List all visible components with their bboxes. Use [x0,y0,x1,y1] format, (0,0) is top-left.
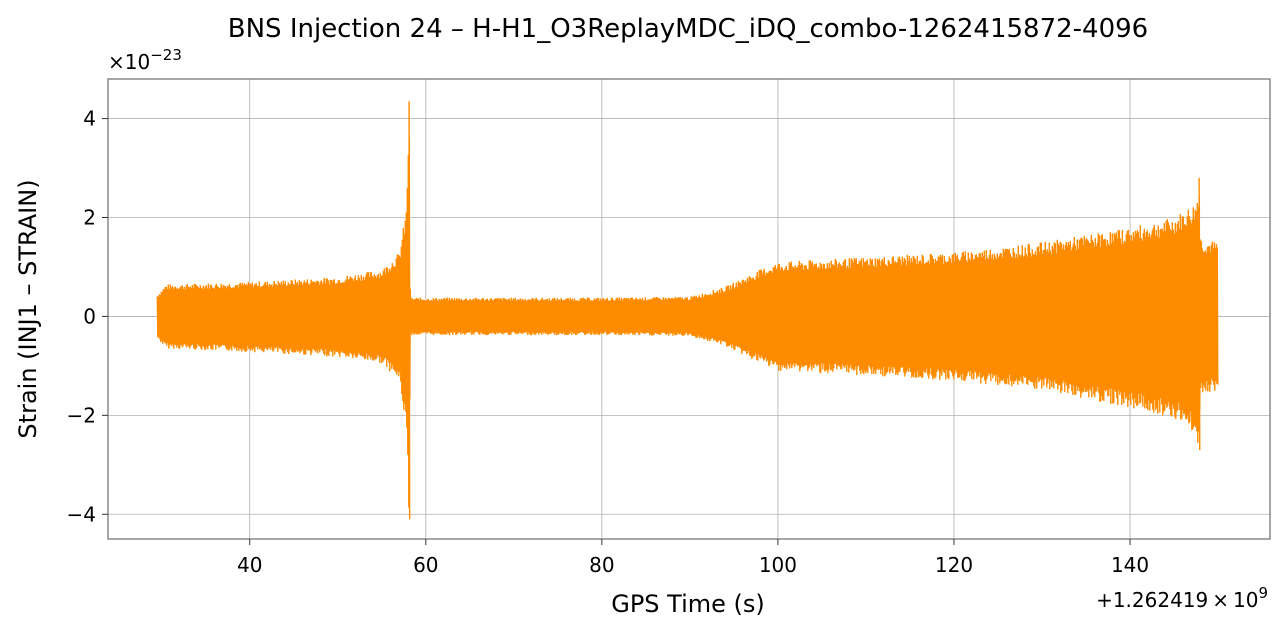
x-offset-base: +1.262419 × 10 [1096,588,1258,612]
series-group [156,101,1219,520]
y-tick-label: −4 [67,502,96,526]
x-tick-label: 120 [935,553,973,577]
y-axis: −4 −2 0 2 4 [67,107,108,526]
x-offset-label: +1.262419 × 109 [1096,584,1268,612]
y-scale-exponent: −23 [150,46,182,64]
y-scale-label: ×10−23 [108,46,182,74]
y-axis-label: Strain (INJ1 – STRAIN) [14,179,42,438]
y-tick-label: 4 [83,107,96,131]
x-offset-exponent: 9 [1258,584,1268,602]
y-tick-label: −2 [67,403,96,427]
x-tick-label: 60 [413,553,438,577]
x-axis: 40 60 80 100 120 140 [237,539,1149,577]
chart-title: BNS Injection 24 – H-H1_O3ReplayMDC_iDQ_… [228,14,1148,44]
x-axis-label: GPS Time (s) [611,590,765,618]
x-tick-label: 80 [589,553,614,577]
x-tick-label: 140 [1111,553,1149,577]
series-line [156,101,1219,520]
y-tick-label: 0 [83,304,96,328]
x-tick-label: 100 [759,553,797,577]
y-scale-base: ×10 [108,50,150,74]
plot-area [156,101,1219,520]
y-tick-label: 2 [83,205,96,229]
x-tick-label: 40 [237,553,262,577]
plot-frame [107,78,1271,540]
